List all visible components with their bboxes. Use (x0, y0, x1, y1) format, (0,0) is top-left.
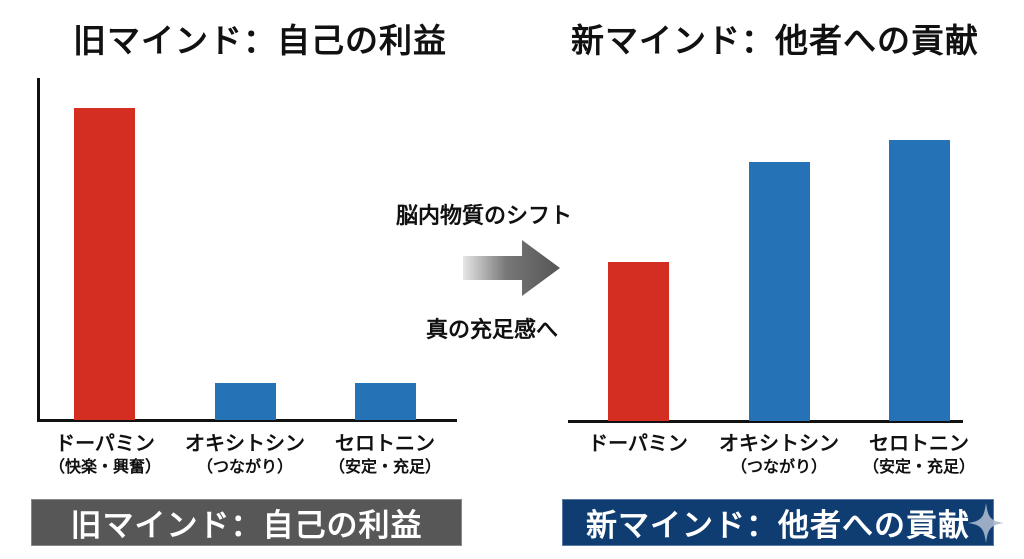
right-bar-serotonin (889, 140, 950, 421)
category-name: ドーパミン (588, 431, 688, 455)
category-name: セロトニン (335, 431, 435, 455)
left-label-dopamine: ドーパミン （快楽・興奮） (30, 430, 180, 478)
fulfillment-caption: 真の充足感へ (426, 318, 559, 343)
right-x-axis (568, 420, 963, 423)
category-name: ドーパミン (55, 431, 155, 455)
left-chart-title: 旧マインド：自己の利益 (73, 21, 447, 60)
right-label-oxytocin: オキシトシン （つながり） (704, 430, 854, 478)
banner-label: 新マインド：他者への貢献 (586, 508, 970, 544)
banner-label: 旧マインド：自己の利益 (70, 508, 423, 544)
category-name: セロトニン (869, 431, 969, 455)
category-name: オキシトシン (185, 431, 305, 455)
category-subtitle: （安定・充足） (862, 457, 975, 476)
arrow-right-icon (463, 240, 560, 296)
left-bar-dopamine (74, 108, 135, 420)
new-mind-banner: 新マインド：他者への貢献 (562, 499, 994, 546)
old-mind-banner: 旧マインド：自己の利益 (31, 499, 462, 546)
right-label-dopamine: ドーパミン (563, 430, 713, 456)
left-bar-serotonin (355, 382, 416, 420)
category-name: オキシトシン (719, 431, 839, 455)
left-label-serotonin: セロトニン （安定・充足） (310, 430, 460, 478)
right-label-serotonin: セロトニン （安定・充足） (844, 430, 994, 478)
category-subtitle: （安定・充足） (328, 457, 441, 476)
left-y-axis (37, 78, 40, 422)
left-label-oxytocin: オキシトシン （つながり） (170, 430, 320, 478)
category-subtitle: （つながり） (730, 457, 827, 476)
right-bar-dopamine (608, 261, 669, 421)
left-x-axis (37, 419, 457, 422)
right-bar-oxytocin (749, 162, 810, 421)
shift-caption: 脳内物質のシフト (396, 204, 573, 229)
category-subtitle: （つながり） (196, 457, 293, 476)
left-bar-oxytocin (215, 382, 276, 420)
right-chart-title: 新マインド：他者への貢献 (571, 21, 979, 60)
category-subtitle: （快楽・興奮） (48, 457, 161, 476)
sparkle-icon (968, 503, 1004, 543)
